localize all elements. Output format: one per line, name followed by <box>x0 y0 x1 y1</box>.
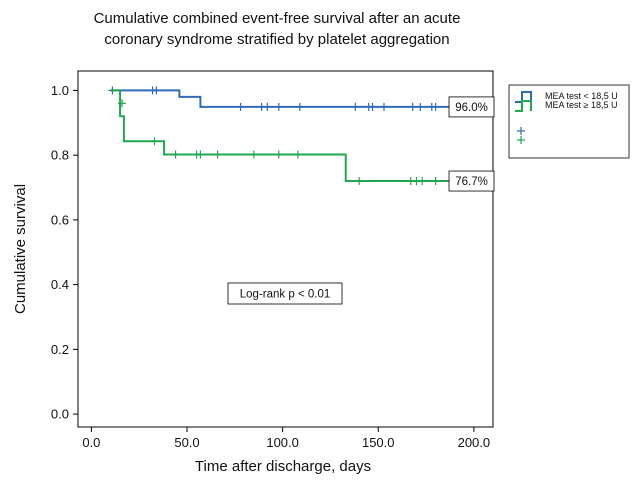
censor-mark <box>236 102 245 111</box>
legend-label-series-1: MEA test < 18,5 U <box>545 91 618 101</box>
y-tick-label: 1.0 <box>51 83 69 98</box>
logrank-annotation-box <box>227 282 343 305</box>
censor-mark <box>416 102 425 111</box>
censor-mark <box>293 150 302 159</box>
censor-mark <box>274 102 283 111</box>
x-axis-ticks: 0.0 50.0 100.0 150.0 200.0 <box>82 427 490 450</box>
chart-title-line-2: coronary syndrome stratified by platelet… <box>104 31 449 48</box>
censor-mark <box>263 102 272 111</box>
x-tick-label: 0.0 <box>82 435 100 450</box>
x-tick-label: 50.0 <box>174 435 199 450</box>
censor-mark <box>351 102 360 111</box>
censor-mark <box>295 102 304 111</box>
censor-mark <box>117 99 126 108</box>
censor-mark <box>408 102 417 111</box>
censor-mark <box>379 102 388 111</box>
censor-mark <box>249 150 258 159</box>
y-axis-ticks: 0.0 0.2 0.4 0.6 0.8 1.0 <box>51 83 78 422</box>
censor-mark <box>196 150 205 159</box>
y-tick-label: 0.4 <box>51 277 69 292</box>
end-label-series-2: 76.7% <box>448 170 495 192</box>
end-label-text: 76.7% <box>455 176 488 188</box>
censor-mark <box>213 150 222 159</box>
y-tick-label: 0.6 <box>51 212 69 227</box>
logrank-annotation-text: Log-rank p < 0.01 <box>240 289 330 301</box>
legend-label-series-2: MEA test ≥ 18,5 U <box>545 100 617 110</box>
end-label-series-1: 96.0% <box>448 96 495 118</box>
end-label-text: 96.0% <box>455 102 488 114</box>
censor-mark <box>152 86 161 95</box>
legend-box <box>508 84 630 159</box>
legend-censor-symbol-series-1 <box>517 127 525 135</box>
x-tick-label: 150.0 <box>362 435 395 450</box>
y-axis-label: Cumulative survival <box>12 184 29 314</box>
censor-mark <box>150 137 159 146</box>
end-label-box <box>448 170 495 192</box>
censor-mark <box>171 150 180 159</box>
survival-curve-series-2 <box>110 89 450 183</box>
legend-swatch-series-2 <box>515 100 532 112</box>
y-tick-label: 0.0 <box>51 407 69 422</box>
end-label-box <box>448 96 495 118</box>
series-layer: 96.0% 76.7% <box>108 86 495 192</box>
censor-mark <box>355 177 364 186</box>
plot-frame <box>77 70 494 428</box>
x-axis-label: Time after discharge, days <box>195 458 371 475</box>
censor-mark <box>368 102 377 111</box>
y-tick-label: 0.2 <box>51 342 69 357</box>
x-tick-label: 200.0 <box>458 435 491 450</box>
chart-title-line-1: Cumulative combined event-free survival … <box>94 10 461 27</box>
y-tick-label: 0.8 <box>51 148 69 163</box>
legend-censor-symbol-series-2 <box>517 136 525 144</box>
logrank-annotation: Log-rank p < 0.01 <box>227 282 343 305</box>
censor-mark <box>431 102 440 111</box>
x-tick-label: 100.0 <box>266 435 299 450</box>
censor-mark <box>274 150 283 159</box>
censor-mark <box>418 177 427 186</box>
censor-mark <box>431 177 440 186</box>
legend-swatch-series-1 <box>515 91 532 103</box>
survival-curve-series-1 <box>110 89 450 108</box>
